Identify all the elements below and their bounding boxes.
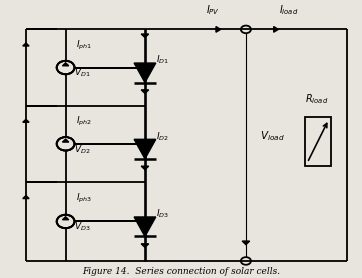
Polygon shape (23, 119, 29, 122)
Polygon shape (274, 26, 278, 32)
Polygon shape (141, 244, 149, 247)
Polygon shape (62, 63, 69, 66)
Polygon shape (134, 217, 156, 236)
Text: $V_{load}$: $V_{load}$ (260, 129, 285, 143)
Bar (306, 116, 331, 166)
Polygon shape (216, 26, 221, 32)
Polygon shape (242, 241, 250, 245)
Polygon shape (141, 34, 149, 38)
Text: $I_{ph2}$: $I_{ph2}$ (76, 115, 92, 128)
Text: $I_{ph1}$: $I_{ph1}$ (76, 39, 92, 52)
Polygon shape (141, 166, 149, 170)
Polygon shape (134, 139, 156, 159)
Text: $R_{load}$: $R_{load}$ (304, 92, 328, 106)
Polygon shape (23, 195, 29, 198)
Polygon shape (134, 63, 156, 83)
Text: $V_{D2}$: $V_{D2}$ (74, 143, 90, 155)
Polygon shape (62, 217, 69, 220)
Polygon shape (62, 139, 69, 142)
Text: $V_{D1}$: $V_{D1}$ (74, 67, 90, 79)
Text: $V_{D3}$: $V_{D3}$ (74, 221, 90, 233)
Text: $I_{load}$: $I_{load}$ (279, 3, 299, 17)
Text: $I_{D2}$: $I_{D2}$ (156, 130, 169, 143)
Text: $I_{PV}$: $I_{PV}$ (206, 3, 220, 17)
Text: $I_{D1}$: $I_{D1}$ (156, 54, 169, 66)
Text: Figure 14.  Series connection of solar cells.: Figure 14. Series connection of solar ce… (82, 267, 280, 276)
Text: $I_{ph3}$: $I_{ph3}$ (76, 192, 92, 205)
Text: $I_{D3}$: $I_{D3}$ (156, 208, 169, 220)
Polygon shape (141, 90, 149, 93)
Polygon shape (23, 43, 29, 46)
